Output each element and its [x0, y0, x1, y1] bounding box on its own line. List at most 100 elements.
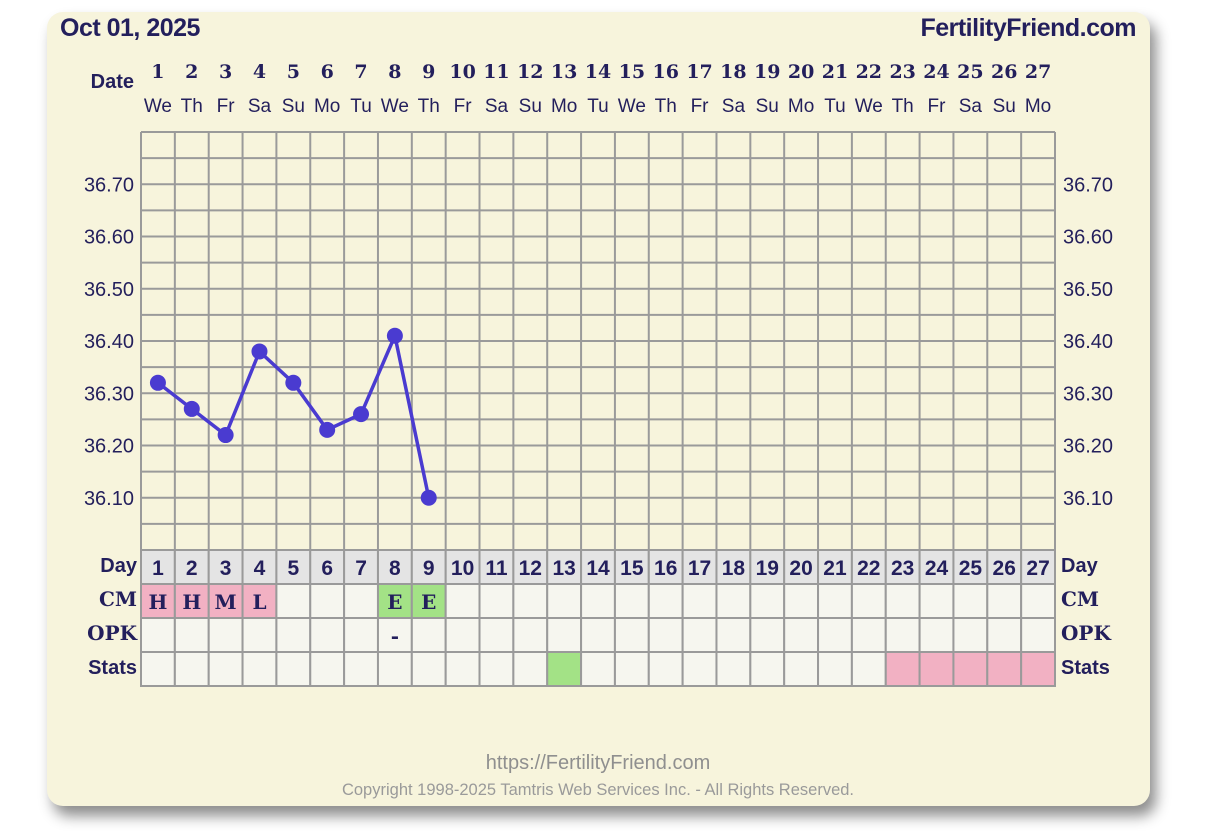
date-number: 23	[889, 61, 915, 83]
stats-cell	[817, 651, 853, 687]
weekday-label: Fr	[691, 96, 710, 117]
cm-cell-text: M	[215, 590, 237, 614]
opk-cell	[986, 617, 1023, 653]
day-cell	[512, 549, 549, 585]
date-number: 14	[585, 61, 611, 83]
temperature-point	[149, 374, 166, 391]
day-cell	[444, 549, 481, 585]
stats-cell	[173, 651, 210, 687]
weekday-label: We	[144, 96, 172, 117]
day-cell-text: 3	[220, 557, 232, 580]
opk-cell	[850, 617, 887, 653]
cm-cell-text: H	[148, 590, 167, 614]
day-cell-text: 2	[186, 557, 198, 580]
weekday-label: Fr	[454, 96, 473, 117]
y-tick-right: 36.40	[1063, 331, 1113, 353]
day-cell-text: 8	[389, 557, 401, 580]
cm-cell	[952, 583, 989, 619]
temperature-line	[156, 330, 431, 499]
stats-cell	[512, 651, 549, 687]
cm-cell	[478, 583, 515, 619]
day-cell-text: 1	[152, 557, 164, 580]
opk-cell	[952, 617, 989, 653]
y-tick-left: 36.30	[84, 383, 134, 405]
cm-cell	[512, 583, 549, 619]
opk-cell	[309, 617, 346, 653]
opk-cell	[478, 617, 515, 653]
day-cell	[580, 549, 616, 585]
cm-cell	[546, 583, 583, 619]
day-cell-text: 5	[287, 557, 299, 580]
opk-cell	[918, 617, 955, 653]
cm-cell	[884, 583, 921, 619]
temperature-point	[420, 489, 437, 506]
cm-cell	[343, 583, 379, 619]
weekday-label: We	[381, 96, 409, 117]
weekday-label: Mo	[314, 96, 340, 117]
weekday-label: Tu	[824, 96, 845, 117]
day-cell	[275, 549, 312, 585]
weekday-label: Sa	[722, 96, 746, 117]
stats-cell	[681, 651, 718, 687]
day-cell	[613, 549, 650, 585]
day-cell-text: 9	[423, 557, 435, 580]
footer-url[interactable]: https://FertilityFriend.com	[485, 752, 711, 774]
opk-cell	[343, 617, 379, 653]
cm-cell	[647, 583, 684, 619]
weekday-label: Sa	[248, 96, 272, 117]
opk-cell	[207, 617, 244, 653]
date-number: 6	[321, 61, 334, 83]
stats-cell	[986, 651, 1023, 687]
date-number: 10	[449, 61, 475, 83]
cm-cell	[1020, 583, 1056, 619]
cm-cell	[681, 583, 718, 619]
weekday-label: Tu	[350, 96, 371, 117]
date-number: 7	[354, 61, 367, 83]
opk-cell	[410, 617, 447, 653]
opk-cell	[613, 617, 650, 653]
footer-copyright: Copyright 1998-2025 Tamtris Web Services…	[341, 781, 855, 799]
opk-cell	[884, 617, 921, 653]
cm-cell	[275, 583, 312, 619]
day-cell-text: 11	[485, 557, 508, 580]
stats-cell	[613, 651, 650, 687]
weekday-label: Tu	[587, 96, 608, 117]
temperature-point	[183, 400, 200, 417]
stats-cell	[884, 651, 921, 687]
y-tick-left: 36.60	[84, 227, 134, 249]
date-label: Date	[91, 71, 134, 93]
date-number: 25	[957, 61, 983, 83]
y-tick-right: 36.30	[1063, 383, 1113, 405]
weekday-label: Mo	[551, 96, 577, 117]
weekday-label: Su	[993, 96, 1016, 117]
date-number: 12	[517, 61, 543, 83]
date-number: 22	[856, 61, 882, 83]
stats-cell	[783, 651, 820, 687]
date-number: 27	[1025, 61, 1051, 83]
stats-cell	[918, 651, 955, 687]
stats-cell	[140, 651, 176, 687]
stats-cell	[580, 651, 616, 687]
date-number: 21	[822, 61, 848, 83]
cm-cell	[850, 583, 887, 619]
temperature-point	[386, 327, 403, 344]
day-cell-text: 25	[959, 557, 983, 580]
opk-cell	[580, 617, 616, 653]
y-tick-right: 36.70	[1063, 174, 1113, 196]
chart-date: Oct 01, 2025	[60, 14, 200, 42]
temperature-point	[251, 343, 268, 360]
stats-cell	[1020, 651, 1056, 687]
opk-cell	[512, 617, 549, 653]
stats-cell	[207, 651, 244, 687]
opk-row-label-left: OPK	[87, 621, 137, 645]
cm-cell	[749, 583, 786, 619]
cm-cell	[986, 583, 1023, 619]
stats-cell	[715, 651, 752, 687]
cm-cell-text: H	[182, 590, 201, 614]
cm-cell-text: E	[421, 590, 436, 614]
date-number: 11	[483, 61, 509, 83]
day-cell	[715, 549, 752, 585]
day-cell-text: 17	[688, 557, 711, 580]
y-tick-right: 36.50	[1063, 279, 1113, 301]
date-number: 4	[253, 61, 266, 83]
